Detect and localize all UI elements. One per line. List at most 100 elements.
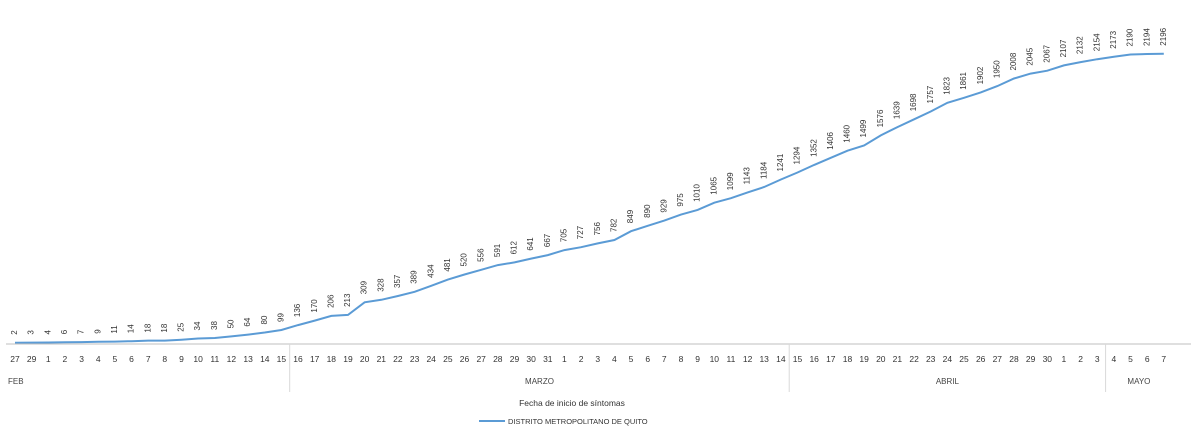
data-label: 38 <box>210 321 219 330</box>
data-label: 64 <box>243 317 252 326</box>
data-label: 2196 <box>1159 27 1168 45</box>
data-label: 556 <box>476 248 485 262</box>
x-tick-label: 3 <box>1095 354 1100 364</box>
data-label: 641 <box>526 237 535 251</box>
x-tick-label: 21 <box>893 354 903 364</box>
data-label: 1460 <box>843 124 852 142</box>
legend: DISTRITO METROPOLITANO DE QUITO <box>479 417 648 426</box>
data-label: 1099 <box>726 172 735 190</box>
x-tick-label: 7 <box>1161 354 1166 364</box>
x-tick-label: 2 <box>1078 354 1083 364</box>
data-label: 1698 <box>909 93 918 111</box>
x-tick-label: 26 <box>460 354 470 364</box>
data-label: 890 <box>643 204 652 218</box>
series-line-distrito-metropolitano-de-quito <box>14 52 1164 344</box>
x-tick-label: 2 <box>579 354 584 364</box>
data-label: 1010 <box>693 184 702 202</box>
data-label: 2 <box>10 330 19 335</box>
x-tick-label: 12 <box>227 354 237 364</box>
x-tick-labels: 27 29 1 2 3 4 5 6 7 8 9 10 11 12 13 14 15 16 17 18 19 20 21 22 2… <box>10 354 1166 364</box>
x-tick-label: 23 <box>926 354 936 364</box>
month-label: MARZO <box>525 377 554 386</box>
x-tick-label: 13 <box>243 354 253 364</box>
data-label: 1294 <box>793 146 802 164</box>
month-label: MAYO <box>1127 377 1150 386</box>
x-tick-label: 23 <box>410 354 420 364</box>
data-label: 213 <box>343 293 352 307</box>
data-label: 50 <box>227 319 236 328</box>
x-tick-label: 12 <box>743 354 753 364</box>
data-label: 2132 <box>1076 36 1085 54</box>
x-tick-label: 25 <box>443 354 453 364</box>
data-label: 2194 <box>1142 28 1151 46</box>
data-label: 612 <box>510 241 519 255</box>
data-label: 18 <box>160 323 169 332</box>
data-label: 520 <box>460 253 469 267</box>
x-tick-label: 8 <box>162 354 167 364</box>
data-label: 1576 <box>876 109 885 127</box>
month-dividers <box>289 344 1107 392</box>
data-label: 1902 <box>976 66 985 84</box>
data-label: 2008 <box>1009 52 1018 70</box>
x-tick-label: 10 <box>193 354 203 364</box>
x-tick-label: 28 <box>1009 354 1019 364</box>
x-tick-label: 9 <box>179 354 184 364</box>
data-label: 1143 <box>743 167 752 185</box>
month-label: FEB <box>8 377 24 386</box>
data-label: 80 <box>260 315 269 324</box>
x-tick-label: 13 <box>759 354 769 364</box>
x-tick-label: 26 <box>976 354 986 364</box>
data-label: 34 <box>193 321 202 330</box>
x-tick-label: 8 <box>679 354 684 364</box>
data-label: 1823 <box>943 76 952 94</box>
data-label: 6 <box>60 329 69 334</box>
x-tick-label: 10 <box>710 354 720 364</box>
data-label: 434 <box>426 264 435 278</box>
data-label: 11 <box>110 325 119 334</box>
x-tick-label: 15 <box>277 354 287 364</box>
data-label: 705 <box>560 228 569 242</box>
data-label: 929 <box>659 199 668 213</box>
x-tick-label: 29 <box>1026 354 1036 364</box>
data-label: 136 <box>293 303 302 317</box>
data-label: 328 <box>376 278 385 292</box>
data-label: 1861 <box>959 71 968 89</box>
data-label: 591 <box>493 243 502 257</box>
x-tick-label: 7 <box>146 354 151 364</box>
data-label: 309 <box>360 280 369 294</box>
x-tick-label: 25 <box>959 354 969 364</box>
x-tick-label: 28 <box>493 354 503 364</box>
x-tick-label: 4 <box>612 354 617 364</box>
x-tick-label: 31 <box>543 354 553 364</box>
month-labels: FEB MARZO ABRIL MAYO <box>8 377 1150 386</box>
x-tick-label: 19 <box>859 354 869 364</box>
data-label: 1757 <box>926 85 935 103</box>
x-tick-label: 5 <box>113 354 118 364</box>
x-tick-label: 1 <box>1062 354 1067 364</box>
x-tick-label: 24 <box>943 354 953 364</box>
data-label: 3 <box>27 330 36 335</box>
x-tick-label: 6 <box>645 354 650 364</box>
x-tick-label: 22 <box>393 354 403 364</box>
x-tick-label: 17 <box>310 354 320 364</box>
x-tick-label: 24 <box>426 354 436 364</box>
data-label: 170 <box>310 299 319 313</box>
x-tick-label: 27 <box>993 354 1003 364</box>
data-label: 1184 <box>759 161 768 179</box>
data-label: 1241 <box>776 153 785 171</box>
x-tick-label: 17 <box>826 354 836 364</box>
data-label: 18 <box>143 323 152 332</box>
x-tick-label: 14 <box>260 354 270 364</box>
x-tick-label: 20 <box>360 354 370 364</box>
data-label: 99 <box>277 313 286 322</box>
x-tick-label: 30 <box>526 354 536 364</box>
x-tick-label: 5 <box>629 354 634 364</box>
x-tick-label: 6 <box>129 354 134 364</box>
x-tick-label: 16 <box>809 354 819 364</box>
data-label: 975 <box>676 193 685 207</box>
data-label: 2173 <box>1109 30 1118 48</box>
x-tick-label: 1 <box>46 354 51 364</box>
data-label: 389 <box>410 270 419 284</box>
